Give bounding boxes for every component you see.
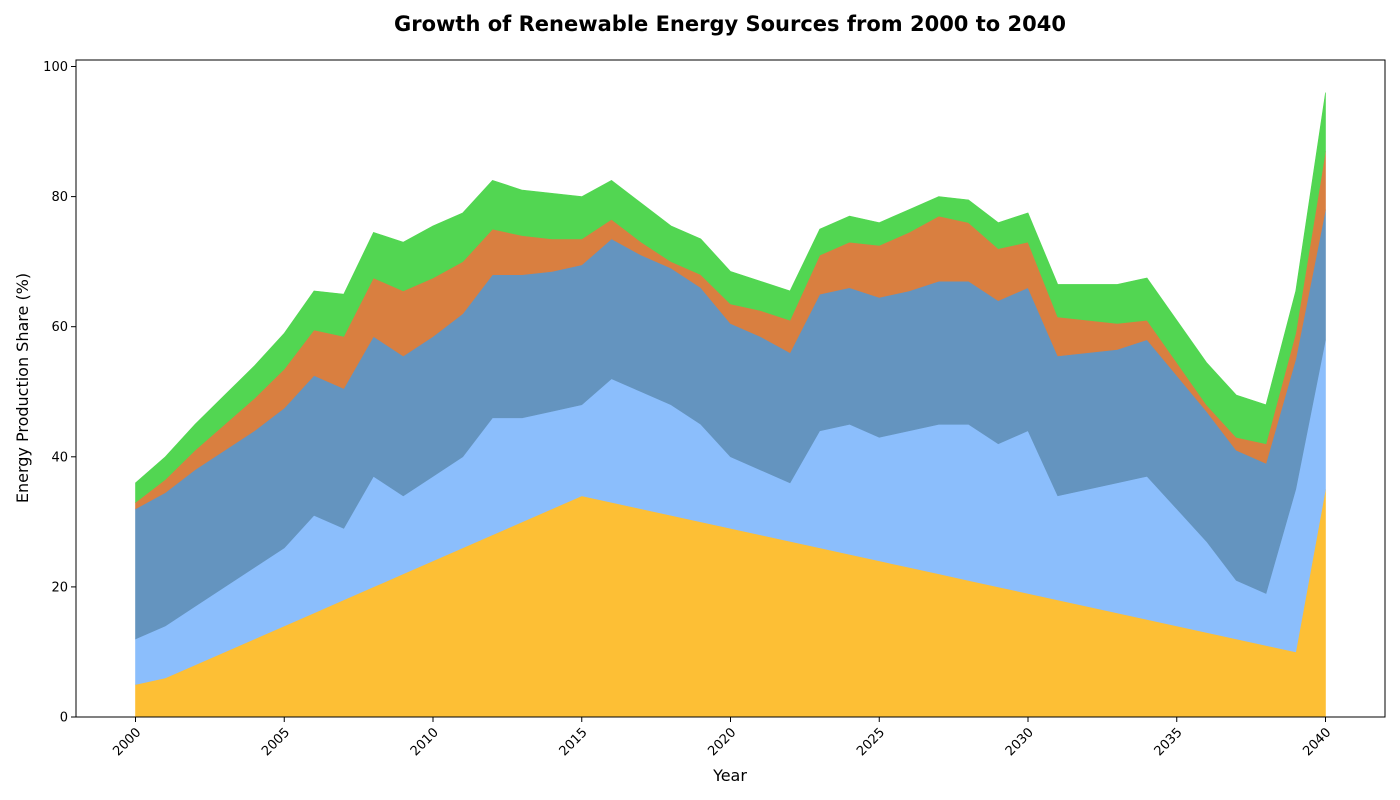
plot-areas bbox=[135, 92, 1326, 718]
y-axis-ticks: 0 20 40 60 80 100 bbox=[43, 60, 76, 726]
x-axis-label: Year bbox=[712, 766, 747, 785]
y-tick-label: 60 bbox=[51, 320, 68, 335]
y-axis-label: Energy Production Share (%) bbox=[13, 273, 32, 503]
y-tick-label: 100 bbox=[43, 60, 68, 75]
chart-title: Growth of Renewable Energy Sources from … bbox=[394, 12, 1066, 36]
y-tick-label: 20 bbox=[51, 580, 68, 595]
area-series-5 bbox=[135, 92, 1326, 503]
y-tick-label: 40 bbox=[51, 450, 68, 465]
y-tick-label: 80 bbox=[51, 190, 68, 205]
y-tick-label: 0 bbox=[60, 711, 68, 726]
